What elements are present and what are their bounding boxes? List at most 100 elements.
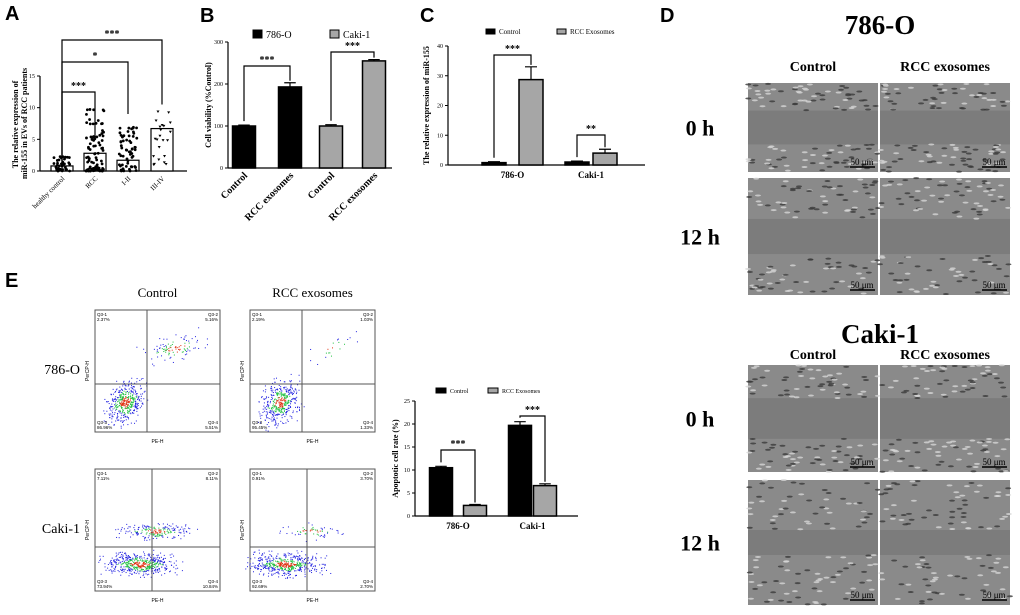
event-dot xyxy=(282,408,284,410)
bar xyxy=(277,86,303,169)
event-dot xyxy=(116,554,118,556)
event-dot xyxy=(142,378,144,380)
event-dot xyxy=(272,564,274,566)
event-dot xyxy=(112,393,114,395)
event-dot xyxy=(120,555,122,557)
event-dot xyxy=(156,537,158,539)
event-dot xyxy=(149,565,151,567)
event-dot xyxy=(273,417,275,419)
event-dot xyxy=(356,341,358,343)
event-dot xyxy=(114,391,116,393)
event-dot xyxy=(267,560,269,562)
event-dot xyxy=(257,558,259,560)
event-dot xyxy=(265,415,267,417)
event-dot xyxy=(154,559,156,561)
event-dot xyxy=(123,398,125,400)
data-point xyxy=(100,146,104,150)
event-dot xyxy=(117,397,119,399)
event-dot xyxy=(270,388,272,390)
event-dot xyxy=(136,346,138,348)
event-dot xyxy=(304,533,306,535)
event-dot xyxy=(279,394,281,396)
event-dot xyxy=(304,573,306,575)
data-point xyxy=(135,136,139,140)
event-dot xyxy=(165,349,167,351)
significance-label: * xyxy=(93,51,98,62)
event-dot xyxy=(277,413,279,415)
event-dot xyxy=(170,347,172,349)
event-dot xyxy=(147,525,149,527)
event-dot xyxy=(179,348,181,350)
event-dot xyxy=(297,561,299,563)
event-dot xyxy=(148,562,150,564)
event-dot xyxy=(178,346,180,348)
event-dot xyxy=(153,534,155,536)
event-dot xyxy=(117,563,119,565)
significance-bracket xyxy=(330,51,375,121)
event-dot xyxy=(122,408,124,410)
event-dot xyxy=(146,568,148,570)
event-dot xyxy=(123,424,125,426)
event-dot xyxy=(116,560,118,562)
event-dot xyxy=(261,558,263,560)
event-dot xyxy=(157,569,159,571)
y-tick-label: 20 xyxy=(404,422,410,428)
event-dot xyxy=(168,348,170,350)
event-dot xyxy=(144,537,146,539)
event-dot xyxy=(349,337,351,339)
event-dot xyxy=(122,396,124,398)
event-dot xyxy=(149,560,151,562)
data-point xyxy=(163,155,167,158)
data-point xyxy=(156,110,160,113)
event-dot xyxy=(156,554,158,556)
event-dot xyxy=(278,403,280,405)
event-dot xyxy=(136,407,138,409)
event-dot xyxy=(141,402,143,404)
event-dot xyxy=(148,553,150,555)
event-dot xyxy=(133,412,135,414)
event-dot xyxy=(148,555,150,557)
event-dot xyxy=(288,566,290,568)
event-dot xyxy=(115,556,117,558)
event-dot xyxy=(328,352,330,354)
event-dot xyxy=(158,563,160,565)
event-dot xyxy=(138,526,140,528)
event-dot xyxy=(160,559,162,561)
event-dot xyxy=(310,565,312,567)
event-dot xyxy=(123,400,125,402)
event-dot xyxy=(136,406,138,408)
event-dot xyxy=(116,401,118,403)
event-dot xyxy=(126,399,128,401)
event-dot xyxy=(116,558,118,560)
event-dot xyxy=(274,573,276,575)
event-dot xyxy=(271,407,273,409)
event-dot xyxy=(305,533,307,535)
event-dot xyxy=(289,571,291,573)
event-dot xyxy=(157,534,159,536)
event-dot xyxy=(271,550,273,552)
event-dot xyxy=(150,556,152,558)
event-dot xyxy=(281,567,283,569)
event-dot xyxy=(323,536,325,538)
quadrant-value: 92.69% xyxy=(252,584,267,589)
event-dot xyxy=(271,570,273,572)
event-dot xyxy=(103,420,105,422)
event-dot xyxy=(125,396,127,398)
event-dot xyxy=(263,564,265,566)
event-dot xyxy=(290,401,292,403)
event-dot xyxy=(272,407,274,409)
event-dot xyxy=(158,527,160,529)
event-dot xyxy=(342,533,344,535)
event-dot xyxy=(124,413,126,415)
event-dot xyxy=(286,564,288,566)
event-dot xyxy=(121,569,123,571)
event-dot xyxy=(145,528,147,530)
event-dot xyxy=(288,575,290,577)
event-dot xyxy=(273,563,275,565)
data-point xyxy=(88,122,92,126)
event-dot xyxy=(280,557,282,559)
event-dot xyxy=(134,405,136,407)
data-point xyxy=(57,158,61,162)
event-dot xyxy=(139,407,141,409)
event-dot xyxy=(161,355,163,357)
